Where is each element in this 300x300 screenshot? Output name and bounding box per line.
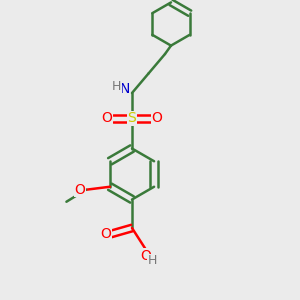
Text: O: O: [152, 112, 162, 125]
Text: S: S: [128, 112, 136, 125]
Text: O: O: [74, 183, 86, 197]
Text: H: H: [112, 80, 121, 94]
Text: O: O: [140, 249, 151, 262]
Text: O: O: [102, 112, 112, 125]
Text: N: N: [119, 82, 130, 96]
Text: H: H: [147, 254, 157, 268]
Text: O: O: [100, 227, 111, 241]
